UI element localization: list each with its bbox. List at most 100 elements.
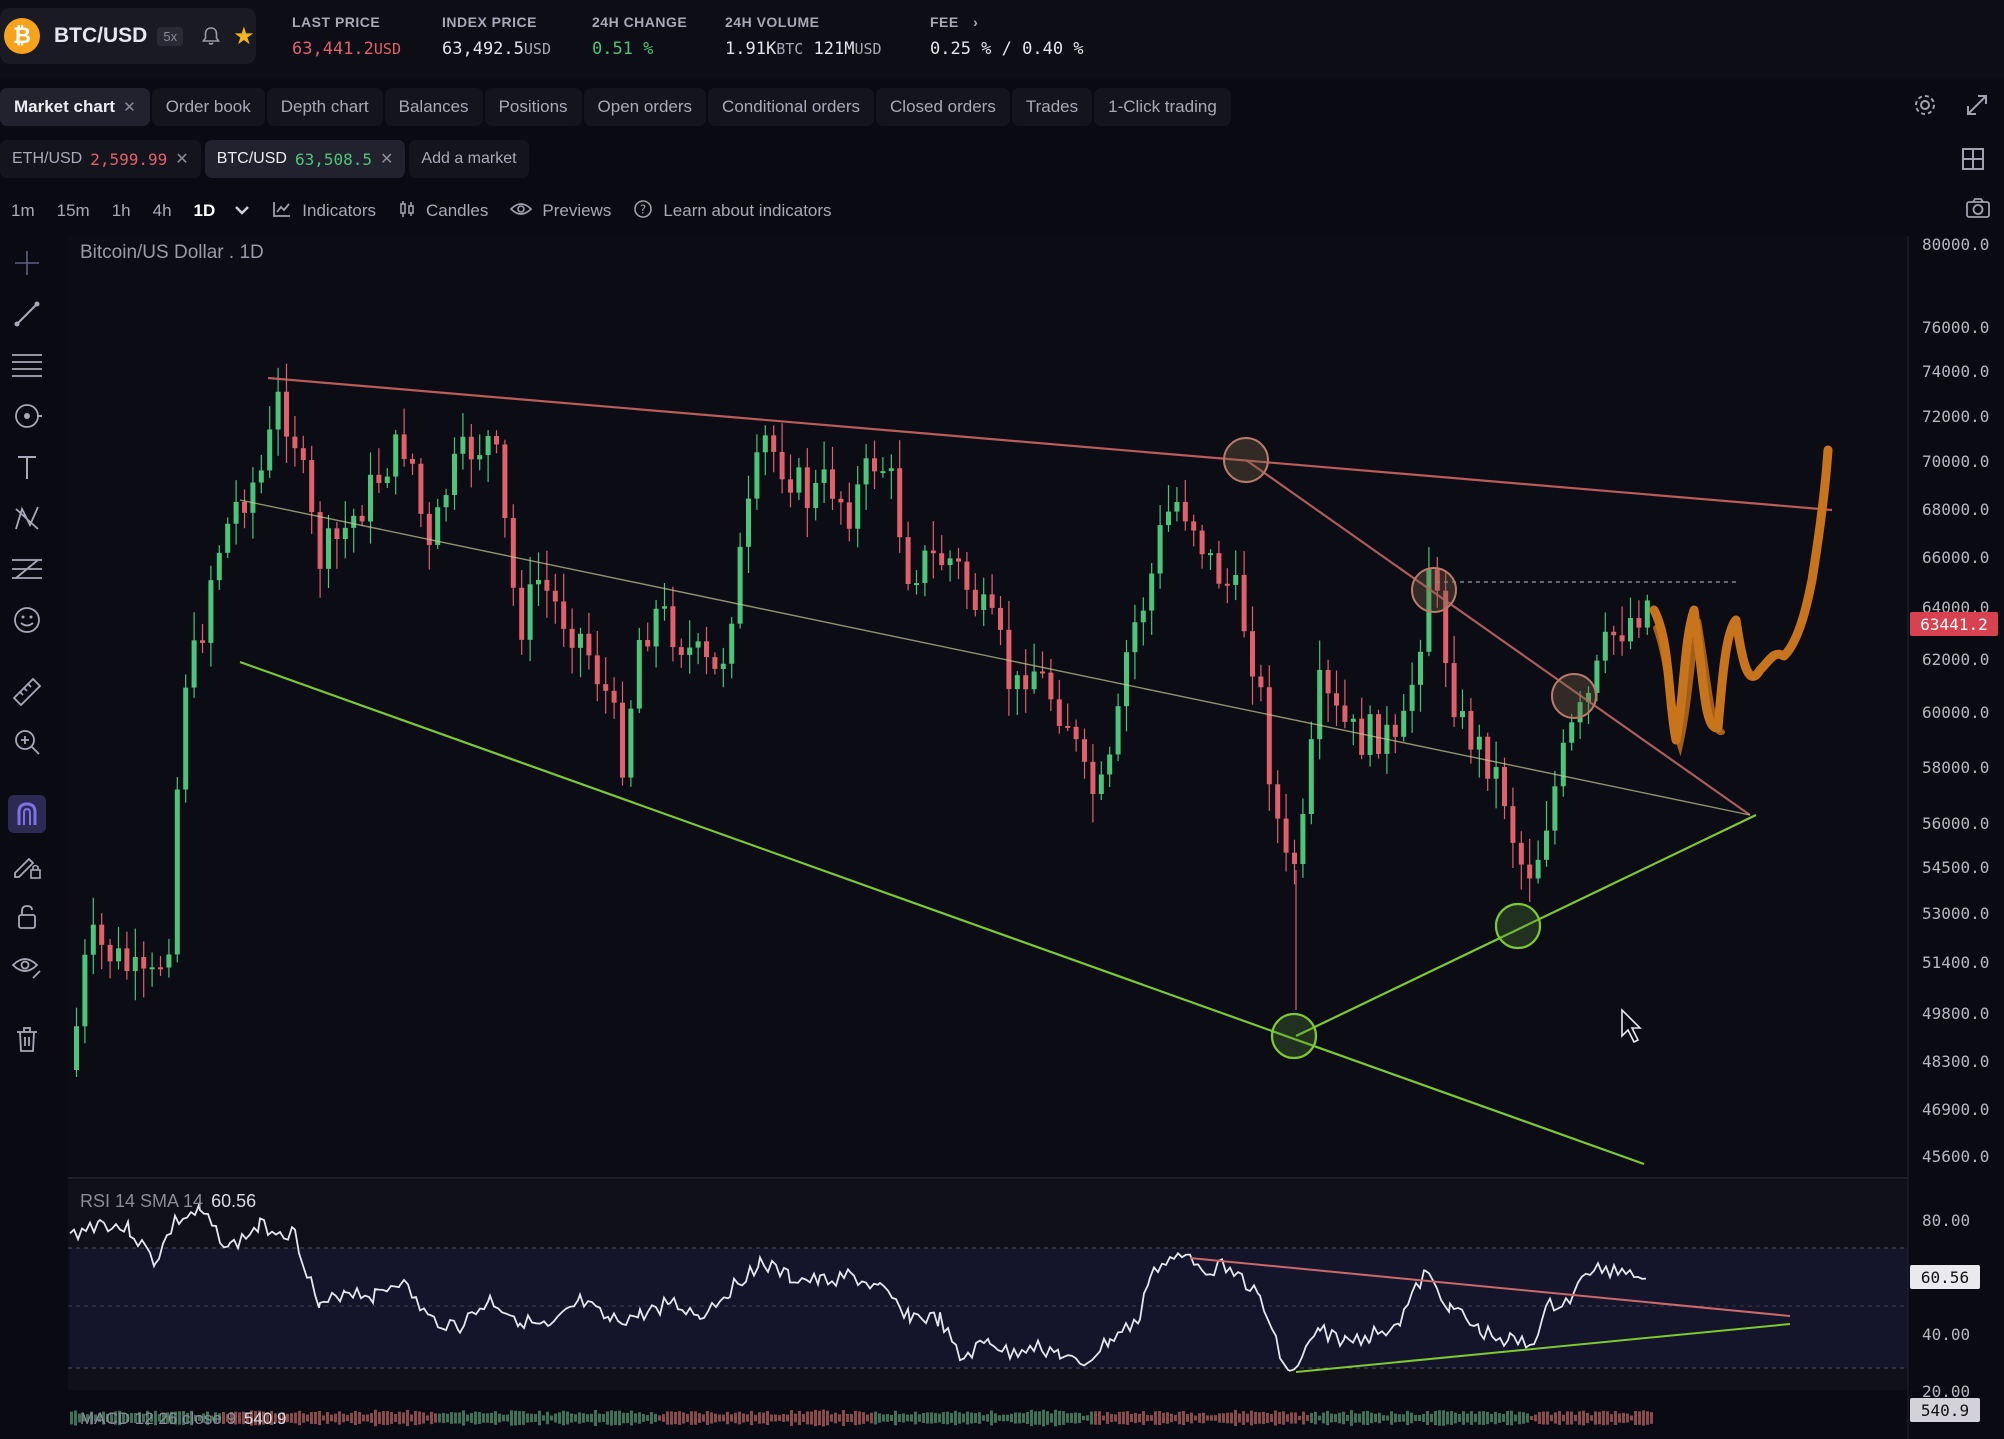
candle-body — [645, 640, 651, 647]
learn-indicators-link[interactable]: ? Learn about indicators — [633, 199, 832, 224]
macd-bar — [938, 1413, 941, 1423]
add-market-label: Add a market — [421, 150, 517, 167]
candle-body — [628, 708, 634, 778]
magnet-icon[interactable] — [8, 795, 46, 833]
layout-grid-icon[interactable] — [1960, 146, 1986, 177]
macd-bar — [510, 1410, 513, 1426]
tab-closed-orders[interactable]: Closed orders — [876, 88, 1010, 126]
stat-label: LAST PRICE — [292, 14, 381, 30]
interval-1m[interactable]: 1m — [11, 201, 35, 220]
tab-trades[interactable]: Trades — [1011, 88, 1093, 126]
candle-body — [1518, 842, 1524, 865]
candle-body — [1266, 687, 1272, 785]
indicators-button[interactable]: Indicators — [272, 200, 376, 223]
pencil-lock-icon[interactable] — [8, 847, 46, 885]
candle-body — [846, 502, 852, 529]
rsi-tick: 80.00 — [1922, 1211, 1971, 1230]
interval-1h[interactable]: 1h — [111, 201, 131, 220]
trash-icon[interactable] — [8, 1020, 46, 1058]
macd-bar — [662, 1414, 665, 1422]
macd-bar — [1618, 1413, 1621, 1423]
macd-bar — [678, 1411, 681, 1425]
candle-body — [863, 458, 869, 485]
macd-bar — [482, 1413, 485, 1423]
candle-body — [1090, 761, 1096, 794]
macd-bar — [586, 1414, 589, 1422]
candle-body — [183, 687, 189, 790]
gear-icon[interactable] — [1912, 92, 1938, 125]
text-tool-icon[interactable] — [8, 448, 46, 486]
macd-bar — [906, 1414, 909, 1422]
previews-button[interactable]: Previews — [510, 201, 611, 222]
candle-body — [1535, 859, 1541, 879]
macd-bar — [1346, 1414, 1349, 1422]
tab-order-book[interactable]: Order book — [151, 88, 265, 126]
macd-bar — [1366, 1410, 1369, 1426]
pair-selector[interactable]: ₿ BTC/USD 5x ★ — [0, 8, 256, 64]
tab-conditional-orders[interactable]: Conditional orders — [708, 88, 875, 126]
close-icon[interactable]: ✕ — [380, 151, 394, 168]
market-tab-btc[interactable]: BTC/USD 63,508.5 ✕ — [204, 140, 406, 178]
tab-positions[interactable]: Positions — [484, 88, 582, 126]
macd-bar — [802, 1414, 805, 1422]
macd-bar — [142, 1413, 145, 1423]
macd-bar — [334, 1413, 337, 1423]
macd-bar — [1174, 1414, 1177, 1422]
macd-bar — [494, 1411, 497, 1425]
emoji-icon[interactable] — [8, 601, 46, 639]
macd-bar — [682, 1412, 685, 1424]
candle-body — [1124, 652, 1129, 707]
zoom-in-icon[interactable] — [8, 723, 46, 761]
tab-open-orders[interactable]: Open orders — [583, 88, 707, 126]
last-price-tag: 63441.2 — [1910, 612, 1998, 636]
fib-tool-icon[interactable] — [8, 550, 46, 588]
candle-body — [544, 579, 550, 591]
macd-bar — [282, 1412, 285, 1424]
chevron-down-icon[interactable] — [234, 201, 250, 221]
lock-icon[interactable] — [8, 898, 46, 936]
interval-1d[interactable]: 1D — [193, 201, 216, 220]
macd-bar — [1446, 1411, 1449, 1425]
candle-body — [527, 584, 533, 640]
horizontal-lines-icon[interactable] — [8, 346, 46, 384]
crosshair-icon[interactable] — [8, 244, 46, 282]
macd-bar — [598, 1413, 601, 1423]
trend-line-icon[interactable] — [8, 295, 46, 333]
visibility-icon[interactable] — [8, 948, 46, 986]
interval-4h[interactable]: 4h — [152, 201, 172, 220]
tab-balances[interactable]: Balances — [384, 88, 483, 126]
add-market-button[interactable]: Add a market — [409, 140, 529, 178]
candles-button[interactable]: Candles — [398, 199, 488, 224]
ruler-icon[interactable] — [8, 672, 46, 710]
candle-body — [981, 594, 987, 610]
bell-icon[interactable] — [201, 26, 221, 46]
macd-bar — [318, 1410, 321, 1426]
market-tab-eth[interactable]: ETH/USD 2,599.99 ✕ — [0, 140, 201, 178]
macd-bar — [1310, 1412, 1313, 1424]
macd-bar — [1170, 1413, 1173, 1423]
pattern-tool-icon[interactable] — [8, 499, 46, 537]
expand-icon[interactable] — [1964, 92, 1990, 125]
circle-tool-icon[interactable] — [8, 397, 46, 435]
close-icon[interactable]: ✕ — [175, 151, 189, 168]
macd-bar — [946, 1411, 949, 1425]
camera-icon[interactable] — [1965, 196, 1991, 225]
close-icon[interactable]: ✕ — [123, 99, 136, 116]
macd-bar — [1106, 1411, 1109, 1425]
candle-body — [233, 501, 239, 524]
candle-body — [729, 623, 735, 664]
tab-depth-chart[interactable]: Depth chart — [266, 88, 383, 126]
stat-fee[interactable]: FEE › 0.25 % / 0.40 % — [930, 14, 1084, 59]
tab-1-click-trading[interactable]: 1-Click trading — [1094, 88, 1231, 126]
tab-market-chart[interactable]: Market chart ✕ — [0, 88, 150, 126]
macd-bar — [1114, 1414, 1117, 1422]
macd-bar — [370, 1413, 373, 1423]
macd-bar — [1118, 1411, 1121, 1425]
favorite-star-icon[interactable]: ★ — [233, 22, 255, 50]
interval-15m[interactable]: 15m — [56, 201, 90, 220]
candle-body — [250, 482, 256, 513]
macd-bar — [1510, 1410, 1513, 1426]
price-tick: 62000.0 — [1922, 650, 1990, 669]
macd-bar — [354, 1410, 357, 1426]
